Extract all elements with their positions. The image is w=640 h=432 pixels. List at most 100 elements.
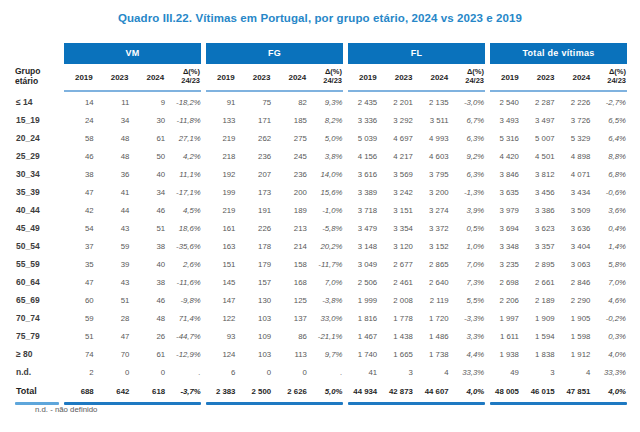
- delta-cell: 4,0%: [597, 387, 627, 396]
- value-cell: 3 812: [526, 170, 562, 179]
- value-cell: 1 665: [384, 350, 420, 359]
- row-label: 25_29: [15, 151, 60, 161]
- row-header-label: Grupo etário: [15, 43, 59, 92]
- value-cell: 93: [207, 332, 243, 341]
- value-cell: 3 456: [526, 188, 562, 197]
- delta-column-header: Δ(%)24/23: [597, 68, 627, 85]
- value-cell: 2 290: [562, 296, 598, 305]
- value-cell: 4 217: [384, 152, 420, 161]
- row-group-fl: 3 3893 2423 200-1,3%: [349, 188, 486, 197]
- delta-cell: -9,8%: [172, 296, 202, 305]
- value-cell: 103: [242, 350, 278, 359]
- value-cell: 38: [136, 242, 172, 251]
- value-cell: 2 383: [207, 387, 243, 396]
- delta-cell: 1,4%: [597, 242, 627, 251]
- value-cell: 11: [101, 98, 137, 107]
- value-cell: 47: [65, 278, 101, 287]
- row-group-vm: 474134-17,1%: [65, 188, 202, 197]
- value-cell: 2 640: [420, 278, 456, 287]
- delta-cell: 8,2%: [314, 116, 344, 125]
- value-cell: 3 120: [384, 242, 420, 251]
- delta-cell: -0,2%: [597, 314, 627, 323]
- value-cell: 70: [101, 350, 137, 359]
- value-cell: 1 909: [526, 314, 562, 323]
- value-cell: 41: [349, 368, 385, 377]
- delta-cell: 7,0%: [314, 278, 344, 287]
- value-cell: 46: [136, 206, 172, 215]
- delta-cell: 9,7%: [314, 350, 344, 359]
- delta-cell: 33,3%: [456, 368, 486, 377]
- value-cell: 60: [65, 296, 101, 305]
- delta-cell: -11,6%: [172, 278, 202, 287]
- row-group-fl: 1 8161 7781 720-3,3%: [349, 314, 486, 323]
- table-row: 20_2458486127,1%2192622755,0%5 0394 6974…: [15, 129, 627, 147]
- total-row: Total688642618-3,7%2 3832 5002 6265,0%44…: [15, 381, 627, 401]
- row-group-total: 4 4204 5014 8988,8%: [490, 152, 627, 161]
- value-cell: 179: [242, 260, 278, 269]
- value-cell: 2 661: [526, 278, 562, 287]
- delta-cell: -17,1%: [172, 188, 202, 197]
- value-cell: 157: [242, 278, 278, 287]
- delta-cell: 9,3%: [314, 98, 344, 107]
- value-cell: 2 500: [242, 387, 278, 396]
- value-cell: 4: [420, 368, 456, 377]
- value-cell: 3 386: [526, 206, 562, 215]
- year-column-header: 2024: [136, 73, 172, 82]
- delta-label-line2: 24/23: [313, 77, 342, 86]
- value-cell: 130: [242, 296, 278, 305]
- row-label: 15_19: [15, 115, 60, 125]
- value-cell: 1 912: [562, 350, 598, 359]
- value-cell: 3 235: [490, 260, 526, 269]
- value-cell: 1 999: [349, 296, 385, 305]
- value-cell: 43: [101, 224, 137, 233]
- row-group-fg: 2 3832 5002 6265,0%: [207, 387, 344, 396]
- value-cell: 3 348: [490, 242, 526, 251]
- value-cell: 58: [65, 134, 101, 143]
- row-group-total: 3 8463 8124 0716,8%: [490, 170, 627, 179]
- value-cell: 1 778: [384, 314, 420, 323]
- row-group-vm: 59284871,4%: [65, 314, 202, 323]
- value-cell: 38: [65, 170, 101, 179]
- value-cell: 30: [136, 116, 172, 125]
- row-group-fl: 3 6163 5693 7956,3%: [349, 170, 486, 179]
- value-cell: 51: [65, 332, 101, 341]
- value-cell: 3 694: [490, 224, 526, 233]
- delta-cell: 0,3%: [597, 332, 627, 341]
- delta-label-line2: 24/23: [171, 77, 200, 86]
- value-cell: 275: [278, 134, 314, 143]
- delta-cell: 5,0%: [314, 387, 344, 396]
- year-column-header: 2019: [490, 73, 526, 82]
- value-cell: 3 479: [349, 224, 385, 233]
- value-cell: 1 467: [349, 332, 385, 341]
- value-cell: 168: [278, 278, 314, 287]
- value-cell: 2 119: [420, 296, 456, 305]
- delta-cell: -12,9%: [172, 350, 202, 359]
- table-row: 55_593539402,6%151179158-11,7%3 0492 677…: [15, 255, 627, 273]
- delta-cell: 5,5%: [456, 296, 486, 305]
- value-cell: 173: [242, 188, 278, 197]
- value-cell: 2 226: [562, 98, 598, 107]
- column-group-header: FL: [348, 43, 485, 64]
- row-label: 40_44: [15, 205, 60, 215]
- delta-cell: 7,3%: [456, 278, 486, 287]
- delta-cell: 3,3%: [456, 332, 486, 341]
- row-label: 70_74: [15, 313, 60, 323]
- value-cell: 38: [136, 278, 172, 287]
- row-group-vm: 4244464,5%: [65, 206, 202, 215]
- row-label: 65_69: [15, 295, 60, 305]
- bottom-rule-segment: [206, 402, 343, 405]
- table-row: 25_294648504,2%2182362453,8%4 1564 2174 …: [15, 147, 627, 165]
- delta-cell: 33,0%: [314, 314, 344, 323]
- row-group-fl: 3 3363 2923 5116,7%: [349, 116, 486, 125]
- delta-cell: 5,8%: [597, 260, 627, 269]
- table-row: 40_444244464,5%219191189-1,0%3 7183 1513…: [15, 201, 627, 219]
- value-cell: 3 354: [384, 224, 420, 233]
- row-label: 55_59: [15, 259, 60, 269]
- year-column-header: 2024: [278, 73, 314, 82]
- year-header-row: 201920232024Δ(%)24/23: [206, 64, 343, 92]
- value-cell: 26: [136, 332, 172, 341]
- delta-cell: 33,3%: [597, 368, 627, 377]
- value-cell: 1 905: [562, 314, 598, 323]
- value-cell: 51: [101, 296, 137, 305]
- table-title: Quadro III.22. Vítimas em Portugal, por …: [0, 12, 640, 24]
